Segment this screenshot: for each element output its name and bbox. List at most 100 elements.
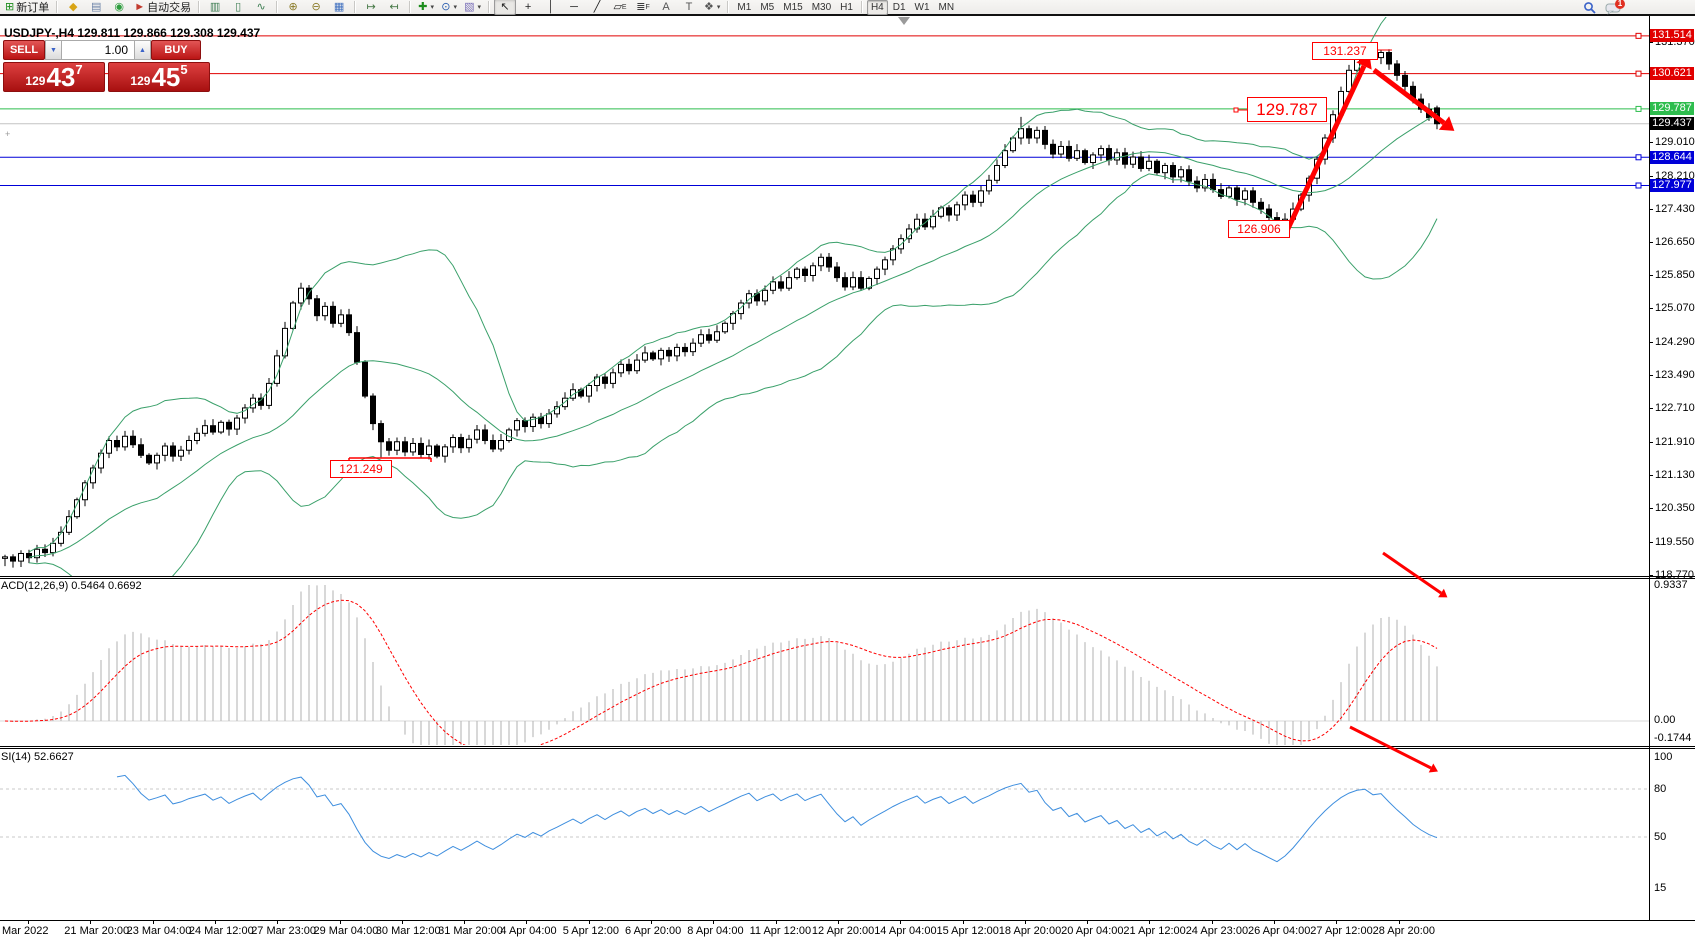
chart-shift-button[interactable]: ↤ xyxy=(383,0,405,15)
pane-divider[interactable] xyxy=(0,578,1695,579)
annotation-low-121249[interactable]: 121.249 xyxy=(330,460,392,478)
text-label-button[interactable]: T xyxy=(678,0,700,15)
indicators-button[interactable]: ✚ ▾ xyxy=(415,0,437,15)
price-tick: 125.070 xyxy=(1655,302,1695,315)
volume-input[interactable] xyxy=(62,40,134,60)
price-tick-dash xyxy=(1649,208,1653,210)
timeframe-m30-button[interactable]: M30 xyxy=(811,1,832,13)
trendline-button[interactable]: ╱ xyxy=(586,0,608,15)
buy-button[interactable]: BUY xyxy=(151,40,201,60)
text-button[interactable]: A xyxy=(655,0,677,15)
time-label: 26 Apr 04:00 xyxy=(1248,925,1311,937)
tile-windows-button[interactable]: ▦ xyxy=(328,0,350,15)
text-icon: A xyxy=(662,0,670,13)
fibonacci-button[interactable]: ≣ F xyxy=(636,0,650,13)
buy-price-big: 45 xyxy=(151,62,181,93)
time-label: 28 Apr 20:00 xyxy=(1372,925,1435,937)
price-tick: 121.910 xyxy=(1655,436,1695,449)
periods-button[interactable]: ⊙ ▾ xyxy=(438,0,460,15)
zoom-in-button[interactable]: ⊕ xyxy=(282,0,304,15)
zoom-out-button[interactable]: ⊖ xyxy=(305,0,327,15)
market-watch-button[interactable]: ◆ xyxy=(62,0,84,15)
equidistant-channel-button[interactable]: ▱ E xyxy=(613,0,627,13)
timeframe-d1-button[interactable]: D1 xyxy=(892,1,906,13)
toolbar: ⊞ 新订单 ◆ ▤ ◉ ► 自动交易 ▥ ▯ ∿ ⊕ ⊖ ▦ ↦ ↤ ✚ ▾ ⊙ ▾ ▧ ▾ ↖ + │ ─ ╱ ▱ E ≣ F A T ❖ ▾ M… xyxy=(0,0,1695,16)
pane-divider[interactable] xyxy=(0,746,1695,747)
candlestick-chart-button[interactable]: ▯ xyxy=(227,0,249,15)
buy-price-pip: 5 xyxy=(180,62,188,77)
new-order-icon: ⊞ xyxy=(5,0,15,13)
time-tick xyxy=(339,920,341,924)
time-label: 8 Apr 04:00 xyxy=(687,925,744,937)
annotation-level-129787[interactable]: 129.787 xyxy=(1247,97,1327,122)
chat-icon[interactable]: 1 xyxy=(1605,0,1625,15)
price-tick: 128.210 xyxy=(1655,169,1695,182)
toolbar-separator xyxy=(727,1,730,13)
time-label: 15 Apr 12:00 xyxy=(936,925,999,937)
price-tick-dash xyxy=(1649,341,1653,343)
pane-divider[interactable] xyxy=(0,576,1695,577)
time-tick xyxy=(1398,920,1400,924)
timeframe-h4-button[interactable]: H4 xyxy=(866,0,888,15)
bar-chart-button[interactable]: ▥ xyxy=(204,0,226,15)
candlestick-chart-icon: ▯ xyxy=(235,0,242,13)
dropdown-caret-icon: ▾ xyxy=(716,4,721,11)
timeframe-m15-button[interactable]: M15 xyxy=(783,1,803,13)
sell-price-display[interactable]: 129 43 7 xyxy=(3,62,105,92)
volume-increase-button[interactable]: ▲ xyxy=(134,40,151,60)
cursor-button[interactable]: ↖ xyxy=(494,0,517,15)
time-label: 31 Mar 20:00 xyxy=(438,925,503,937)
arrows-button[interactable]: ❖ ▾ xyxy=(701,0,723,15)
time-tick xyxy=(900,920,902,924)
price-tick: 129.010 xyxy=(1655,135,1695,148)
zoom-out-icon: ⊖ xyxy=(311,0,321,13)
horizontal-line-button[interactable]: ─ xyxy=(563,0,585,15)
search-icon[interactable] xyxy=(1583,1,1597,15)
timeframe-h1-button[interactable]: H1 xyxy=(840,1,853,13)
crosshair-button[interactable]: + xyxy=(517,0,539,15)
time-tick xyxy=(962,920,964,924)
data-window-icon: ▤ xyxy=(91,0,102,13)
text-label-icon: T xyxy=(685,0,693,13)
price-tick: 125.850 xyxy=(1655,269,1695,282)
timeframe-w1-button[interactable]: W1 xyxy=(914,1,930,13)
decline-arrow xyxy=(1372,68,1446,125)
autotrade-button[interactable]: ► 自动交易 xyxy=(131,0,194,15)
toolbar-items: ⊞ 新订单 ◆ ▤ ◉ ► 自动交易 ▥ ▯ ∿ ⊕ ⊖ ▦ ↦ ↤ ✚ ▾ ⊙ ▾ ▧ ▾ ↖ + │ ─ ╱ ▱ E ≣ F A T ❖ ▾ M… xyxy=(2,0,958,15)
timeframe-m5-button[interactable]: M5 xyxy=(760,1,775,13)
sell-button[interactable]: SELL xyxy=(3,40,45,60)
new-order-button[interactable]: ⊞ 新订单 xyxy=(2,0,52,15)
time-label: 24 Apr 23:00 xyxy=(1185,925,1249,937)
annotation-low-126906[interactable]: 126.906 xyxy=(1228,220,1290,238)
timeframe-m1-button[interactable]: M1 xyxy=(737,1,752,13)
price-tick: 124.290 xyxy=(1655,335,1695,348)
time-tick xyxy=(464,920,466,924)
volume-decrease-button[interactable]: ▼ xyxy=(45,40,62,60)
buy-price-display[interactable]: 129 45 5 xyxy=(108,62,210,92)
signals-button[interactable]: ◉ xyxy=(108,0,130,15)
timeframe-mn-button[interactable]: MN xyxy=(938,1,955,13)
time-tick xyxy=(1274,920,1275,924)
auto-scroll-button[interactable]: ↦ xyxy=(360,0,382,15)
dropdown-caret-icon: ▾ xyxy=(430,4,434,11)
time-label: 5 Apr 12:00 xyxy=(562,925,619,937)
price-badge: 129.437 xyxy=(1650,117,1694,131)
pane-divider[interactable] xyxy=(0,748,1695,749)
time-tick xyxy=(277,920,279,924)
new-order-button-label: 新订单 xyxy=(16,2,50,14)
time-label: 27 Apr 12:00 xyxy=(1310,925,1373,937)
price-tick: 118.770 xyxy=(1655,569,1694,582)
toolbar-separator xyxy=(860,1,863,13)
time-tick xyxy=(28,920,29,924)
vertical-line-button[interactable]: │ xyxy=(540,0,562,15)
line-chart-button[interactable]: ∿ xyxy=(250,0,272,15)
fibonacci-icon: ≣ xyxy=(636,0,646,13)
annotation-high-131237[interactable]: 131.237 xyxy=(1312,42,1378,60)
data-window-button[interactable]: ▤ xyxy=(85,0,107,15)
price-tick: 127.430 xyxy=(1655,202,1695,215)
trendline-icon: ╱ xyxy=(593,0,601,13)
templates-button[interactable]: ▧ ▾ xyxy=(461,0,484,15)
sell-price-pip: 7 xyxy=(75,62,83,77)
